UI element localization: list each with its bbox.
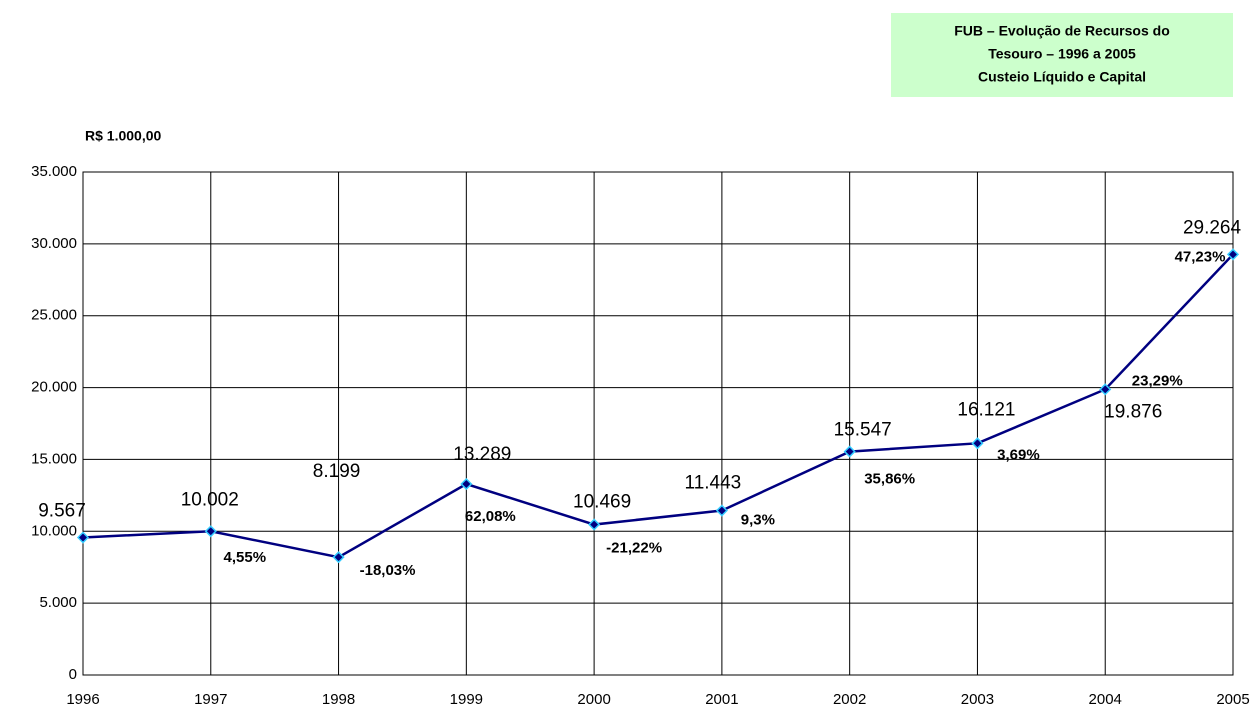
x-tick-label: 1999	[450, 691, 483, 708]
y-tick-label: 15.000	[31, 450, 77, 467]
x-tick-label: 1996	[66, 691, 99, 708]
y-tick-label: 10.000	[31, 522, 77, 539]
marker	[76, 531, 90, 544]
chart-title: FUB – Evolução de Recursos do	[954, 23, 1170, 39]
marker	[588, 518, 601, 531]
marker	[971, 437, 984, 450]
x-tick-label: 2000	[577, 691, 610, 708]
growth-annotation: 9,3%	[741, 512, 775, 529]
growth-annotation: 4,55%	[224, 549, 267, 566]
y-axis-label: R$ 1.000,00	[85, 128, 161, 144]
chart-title: Tesouro – 1996 a 2005	[988, 46, 1136, 62]
x-tick-label: 2001	[705, 691, 738, 708]
value-label: 8.199	[313, 461, 361, 482]
y-tick-label: 35.000	[31, 163, 77, 180]
value-label: 29.264	[1183, 217, 1242, 238]
title-box	[891, 13, 1233, 97]
x-tick-label: 1997	[194, 691, 227, 708]
x-tick-label: 1998	[322, 691, 355, 708]
growth-annotation: 35,86%	[864, 471, 915, 488]
growth-annotation: 23,29%	[1132, 372, 1183, 389]
value-label: 16.121	[957, 399, 1015, 420]
line	[82, 253, 1234, 559]
value-label: 15.547	[834, 420, 892, 441]
marker	[460, 477, 473, 491]
value-label: 9.567	[38, 501, 86, 522]
marker	[332, 551, 345, 564]
value-label: 11.443	[685, 473, 742, 494]
x-tick-label: 2005	[1216, 691, 1249, 708]
y-tick-label: 25.000	[31, 307, 77, 324]
y-tick-label: 20.000	[31, 379, 77, 396]
x-tick-label: 2003	[961, 691, 994, 708]
marker	[715, 504, 728, 517]
value-label: 13.289	[453, 444, 511, 465]
marker	[204, 525, 217, 538]
value-label: 10.469	[573, 492, 631, 513]
value-label: 19.876	[1104, 401, 1162, 422]
marker	[843, 445, 856, 458]
y-tick-label: 5.000	[39, 594, 77, 611]
y-tick-label: 30.000	[31, 235, 77, 252]
y-tick-label: 0	[69, 666, 77, 683]
plot-border	[82, 171, 1234, 676]
growth-annotation: 47,23%	[1175, 248, 1226, 265]
x-tick-label: 2002	[833, 691, 866, 708]
marker	[1226, 248, 1240, 261]
growth-annotation: -21,22%	[606, 540, 662, 557]
marker	[1099, 383, 1112, 396]
growth-annotation: 3,69%	[997, 446, 1040, 463]
growth-annotation: -18,03%	[360, 562, 416, 579]
chart-title: Custeio Líquido e Capital	[978, 69, 1146, 85]
value-label: 10.002	[181, 489, 239, 510]
growth-annotation: 62,08%	[465, 508, 516, 525]
x-tick-label: 2004	[1089, 691, 1122, 708]
